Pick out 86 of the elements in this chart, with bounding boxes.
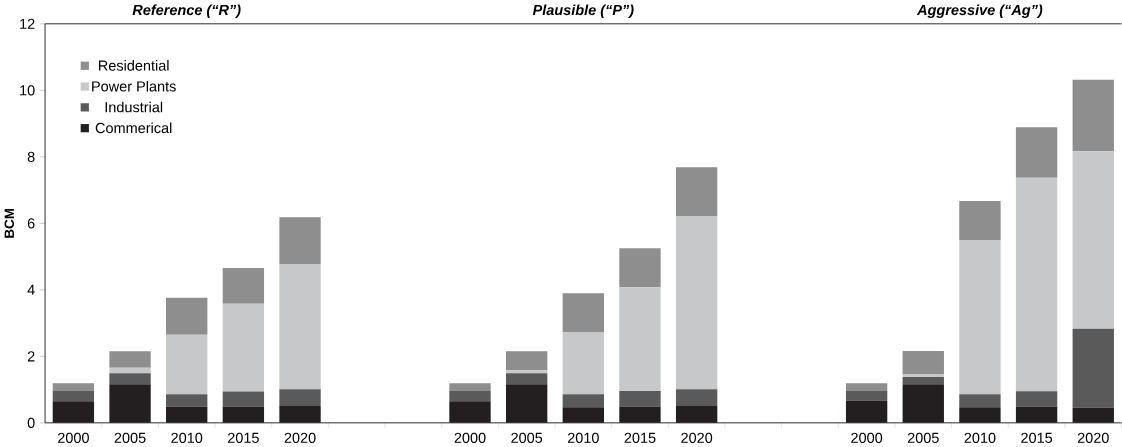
bar	[845, 383, 888, 391]
bar	[279, 389, 321, 406]
bar	[845, 400, 888, 423]
y-tick-label: 4	[27, 284, 35, 295]
bar	[619, 390, 661, 407]
bar	[1072, 150, 1114, 329]
x-tick-label: 2020	[681, 432, 713, 443]
bar	[902, 384, 944, 423]
bar	[449, 390, 491, 402]
bar	[619, 286, 661, 391]
bar	[505, 370, 548, 374]
bar	[1015, 391, 1058, 407]
bar	[52, 401, 95, 423]
bar	[279, 405, 321, 423]
x-tick-label: 2010	[171, 432, 203, 443]
x-tick-label: 2005	[907, 432, 939, 443]
bar	[562, 406, 604, 423]
text: Aggressive (“Ag”)	[916, 4, 1043, 18]
bar	[902, 350, 944, 375]
bar	[222, 391, 265, 407]
x-tick-label: 2020	[284, 432, 316, 443]
y-tick-label: 2	[27, 351, 35, 362]
bar	[166, 297, 208, 335]
x-tick-label: 2015	[227, 432, 259, 443]
bar	[619, 406, 661, 423]
bar	[1072, 79, 1114, 151]
bar	[449, 383, 491, 391]
legend-label: Industrial	[105, 101, 163, 113]
x-tick-label: 2010	[964, 432, 996, 443]
bar	[959, 239, 1001, 395]
bar	[1015, 406, 1058, 423]
bar	[845, 390, 888, 401]
x-tick-label: 2000	[454, 432, 486, 443]
bar	[959, 200, 1001, 240]
y-tick-label: 10	[20, 84, 35, 96]
y-tick-label: 8	[27, 151, 35, 162]
y-tick-label: 12	[20, 18, 35, 29]
bar	[619, 248, 661, 287]
bar	[52, 383, 95, 391]
bar	[109, 384, 151, 423]
x-tick-label: 2000	[58, 432, 89, 443]
legend-label: Commerical	[95, 122, 172, 133]
x-tick-label: 2000	[851, 432, 883, 443]
y-tick-label: 6	[27, 217, 35, 229]
bar	[166, 334, 208, 395]
y-tick-label: 0	[27, 417, 35, 428]
bar	[109, 367, 151, 374]
bar	[505, 351, 548, 371]
x-tick-label: 2015	[624, 432, 656, 443]
x-tick-label: 2005	[114, 432, 146, 443]
bar	[562, 331, 604, 395]
bar	[109, 351, 151, 368]
bar	[222, 303, 265, 392]
text: Plausible (“P”)	[532, 4, 634, 18]
bar	[1072, 328, 1114, 408]
bar	[222, 267, 265, 304]
bar	[1015, 177, 1058, 392]
bar	[109, 373, 151, 385]
bar	[959, 394, 1001, 407]
bar	[562, 292, 604, 332]
bar	[1015, 127, 1058, 178]
legend-label: Residential	[99, 59, 169, 71]
bar	[562, 394, 604, 407]
bar	[166, 406, 208, 423]
bar	[675, 405, 718, 423]
bar	[279, 217, 321, 265]
x-tick-label: 2015	[1021, 432, 1053, 443]
bar	[675, 389, 718, 406]
x-tick-label: 2010	[567, 432, 599, 443]
bar	[959, 406, 1001, 423]
x-tick-label: 2020	[1077, 432, 1109, 443]
bar	[675, 215, 718, 390]
bar	[222, 406, 265, 423]
y-axis-title: BCM	[4, 208, 15, 238]
text: Reference (“R”)	[132, 4, 241, 18]
x-tick-label: 2005	[511, 432, 543, 443]
bar	[449, 401, 491, 423]
legend-label: Power Plants	[92, 80, 176, 92]
bar	[279, 264, 321, 390]
bar	[505, 384, 548, 423]
bar	[166, 394, 208, 407]
bar	[1072, 407, 1114, 423]
bar	[902, 376, 944, 385]
bar	[52, 390, 95, 402]
bar	[505, 373, 548, 385]
bar	[675, 166, 718, 216]
